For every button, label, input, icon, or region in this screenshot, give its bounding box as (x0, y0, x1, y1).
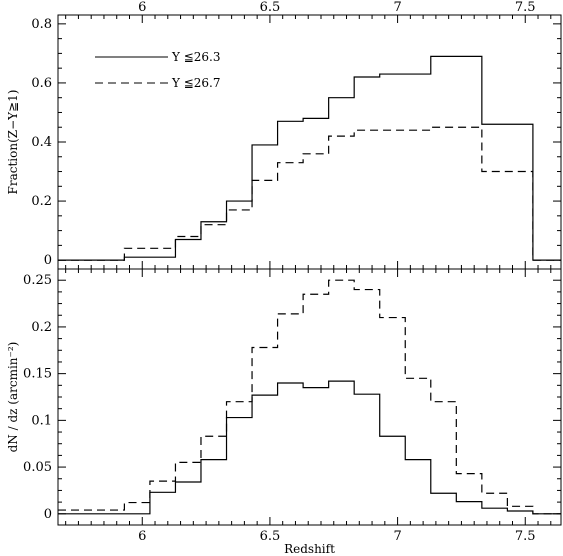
top-series-dashed-line (58, 126, 561, 261)
top-series-solid-line (58, 55, 561, 261)
bottom-x-tick-label: 7.5 (515, 529, 536, 544)
bottom-panel-frame (57, 268, 562, 526)
y-tick-label: 0.6 (31, 76, 52, 91)
top-x-tick-label: 7.5 (515, 0, 536, 15)
bottom-plot-area (58, 279, 561, 515)
legend-label-solid: Y ≦26.3 (171, 50, 221, 64)
top-x-tick-label: 6 (138, 0, 146, 15)
bottom-panel: 0 0.05 0.1 0.15 0.2 0.25 6 6.5 7 7.5 dN / dz (arc… (6, 268, 562, 556)
y-tick-label: 0.2 (31, 320, 52, 335)
y-tick-label: 0.1 (31, 413, 52, 428)
y-tick-label: 0.15 (23, 367, 52, 382)
bottom-x-tick-label: 7 (393, 529, 401, 544)
top-panel: 0 0.2 0.4 0.6 0.8 6 6.5 7 7.5 Fraction(Z−Y≧1) Y … (6, 0, 562, 270)
bottom-panel-y-axis-label: dN / dz (arcmin⁻²) (6, 342, 20, 453)
y-tick-label: 0.25 (23, 273, 52, 288)
y-tick-label: 0.8 (31, 17, 52, 32)
top-plot-area (58, 55, 561, 261)
y-tick-label: 0.2 (31, 194, 52, 209)
bottom-panel-ticks: 0 0.05 0.1 0.15 0.2 0.25 6 6.5 7 7.5 (23, 269, 561, 544)
legend: Y ≦26.3 Y ≦26.7 (95, 50, 221, 90)
top-panel-y-axis-label: Fraction(Z−Y≧1) (6, 90, 20, 195)
top-panel-ticks: 0 0.2 0.4 0.6 0.8 6 6.5 7 7.5 (31, 0, 561, 269)
legend-label-dashed: Y ≦26.7 (171, 76, 221, 90)
bottom-x-tick-label: 6.5 (260, 529, 281, 544)
top-panel-frame (57, 14, 562, 270)
top-x-tick-label: 6.5 (260, 0, 281, 15)
bottom-x-tick-label: 6 (138, 529, 146, 544)
y-tick-label: 0.05 (23, 460, 52, 475)
y-tick-label: 0 (44, 507, 52, 522)
y-tick-label: 0.4 (31, 135, 52, 150)
x-axis-label: Redshift (284, 542, 335, 556)
bottom-series-dashed-line (58, 279, 561, 515)
y-tick-label: 0 (44, 253, 52, 268)
top-x-tick-label: 7 (393, 0, 401, 15)
bottom-series-solid-line (58, 380, 561, 515)
